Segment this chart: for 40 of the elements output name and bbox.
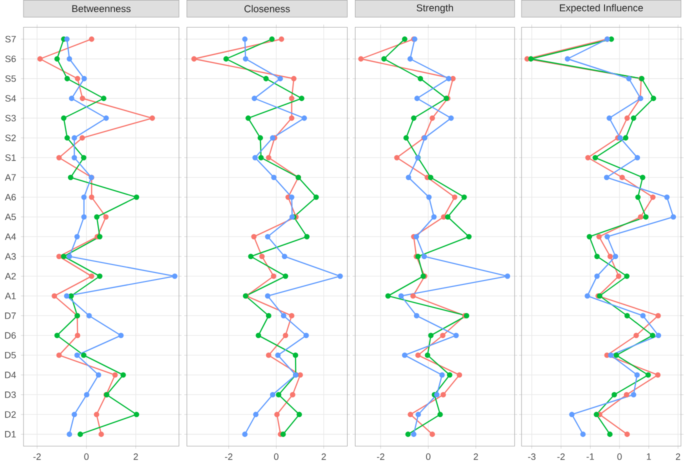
x-tick-label: 2 [676, 453, 680, 460]
y-tick-label: A4 [4, 233, 16, 240]
y-tick-label: A1 [4, 292, 16, 299]
chart-title: Strength [416, 4, 453, 14]
y-tick-label: D6 [5, 332, 16, 339]
y-tick-label: S5 [5, 75, 16, 82]
y-tick-label: D4 [5, 372, 16, 378]
y-tick-label: D5 [5, 352, 16, 358]
x-tick-label: 2 [474, 453, 478, 460]
y-tick-label: S7 [5, 36, 16, 42]
x-tick-label: 0 [274, 453, 278, 460]
y-tick-label: S4 [5, 94, 16, 102]
y-tick-label: A2 [4, 272, 16, 280]
x-tick-label: -2 [557, 453, 565, 460]
y-tick-label: A6 [4, 194, 16, 200]
y-tick-label: S3 [5, 114, 16, 122]
y-tick-label: S2 [5, 134, 16, 142]
x-tick-label: 0 [426, 453, 430, 460]
x-tick-label: -2 [225, 453, 232, 460]
x-tick-label: -1 [586, 453, 594, 460]
x-tick-label: -3 [528, 453, 536, 460]
y-tick-label: S1 [5, 154, 16, 161]
y-tick-label: A3 [4, 253, 16, 260]
chart-title: Betweenness [72, 5, 131, 12]
y-tick-label: A7 [4, 174, 16, 180]
chart-title: Closeness [244, 4, 290, 12]
x-tick-label: -2 [376, 453, 384, 460]
chart-title: Expected Influence [560, 4, 643, 14]
y-tick-label: D3 [5, 391, 16, 398]
y-tick-label: A5 [4, 214, 16, 220]
y-tick-label: D2 [5, 411, 16, 418]
x-tick-label: -2 [33, 453, 41, 460]
y-tick-label: S6 [5, 55, 16, 62]
x-tick-label: 1 [646, 453, 651, 460]
x-tick-label: 2 [134, 453, 138, 460]
y-tick-label: D1 [5, 430, 16, 438]
x-tick-label: 0 [617, 453, 622, 460]
x-tick-label: 2 [322, 453, 326, 460]
x-tick-label: 0 [84, 453, 89, 460]
y-tick-label: D7 [5, 312, 16, 319]
